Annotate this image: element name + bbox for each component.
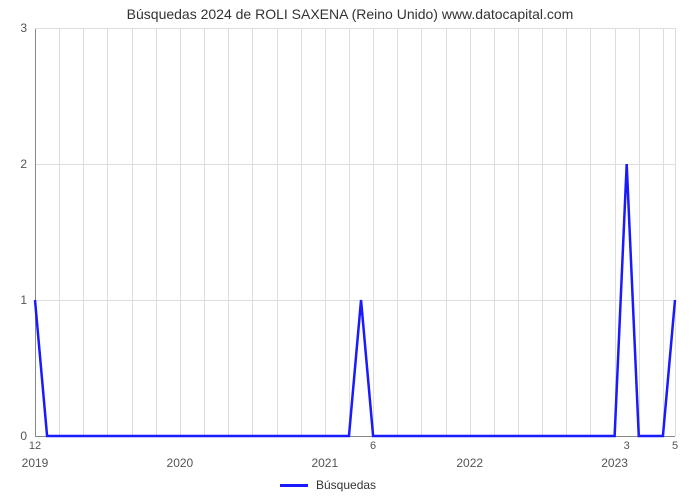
y-tick-label: 2 xyxy=(20,157,27,171)
data-point-label: 3 xyxy=(624,440,630,452)
data-point-label: 6 xyxy=(370,440,376,452)
line-series xyxy=(35,28,675,436)
x-tick-label: 2021 xyxy=(311,456,338,470)
chart-title: Búsquedas 2024 de ROLI SAXENA (Reino Uni… xyxy=(0,6,700,22)
legend: Búsquedas xyxy=(280,478,376,492)
legend-swatch xyxy=(280,484,308,487)
plot-border-right xyxy=(675,28,676,436)
y-tick-label: 1 xyxy=(20,293,27,307)
y-tick-label: 0 xyxy=(20,429,27,443)
x-tick-label: 2020 xyxy=(167,456,194,470)
x-tick-label: 2019 xyxy=(22,456,49,470)
x-tick-label: 2022 xyxy=(456,456,483,470)
plot-area: 01232019202020212022202312635 xyxy=(35,28,675,436)
x-tick-label: 2023 xyxy=(601,456,628,470)
y-tick-label: 3 xyxy=(20,21,27,35)
data-point-label: 12 xyxy=(29,440,41,452)
legend-label: Búsquedas xyxy=(316,478,376,492)
data-point-label: 5 xyxy=(672,440,678,452)
